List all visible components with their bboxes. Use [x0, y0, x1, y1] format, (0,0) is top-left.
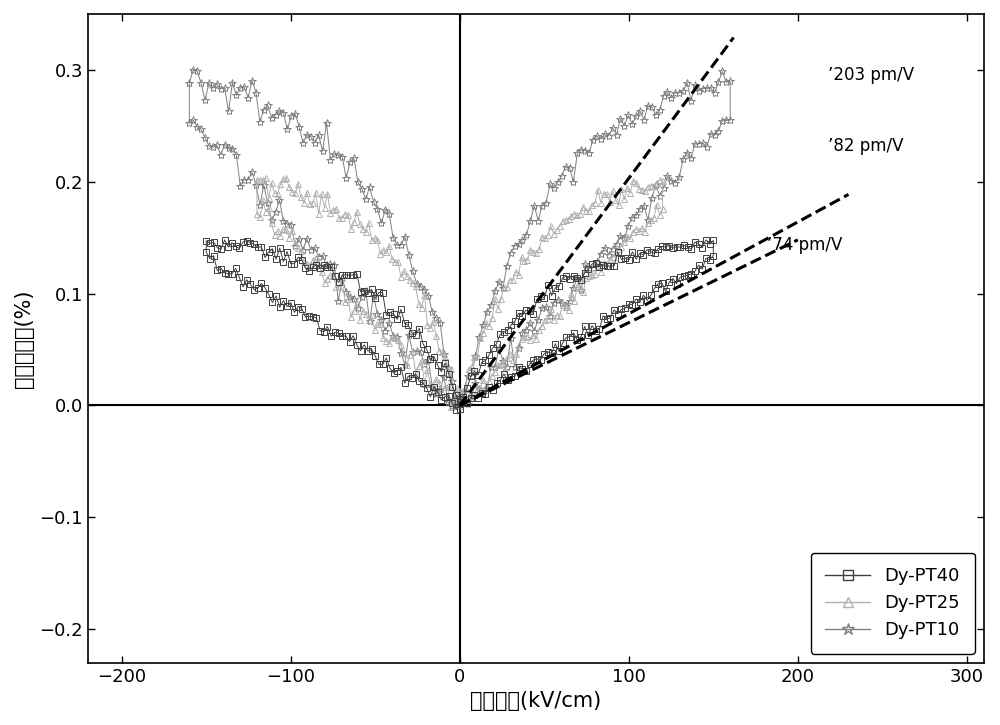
- Dy-PT40: [285, 298, 297, 307]
- Dy-PT40: [612, 248, 624, 257]
- Dy-PT10: [473, 385, 485, 394]
- Line: Dy-PT10: Dy-PT10: [185, 65, 734, 410]
- Dy-PT25: [445, 403, 457, 412]
- Dy-PT40: [333, 278, 345, 287]
- Dy-PT25: [260, 174, 272, 183]
- Dy-PT10: [273, 196, 285, 204]
- Dy-PT40: [380, 311, 392, 320]
- Text: ’74 pm/V: ’74 pm/V: [767, 236, 843, 254]
- Dy-PT40: [468, 391, 480, 399]
- Dy-PT10: [622, 111, 634, 120]
- Dy-PT10: [328, 149, 340, 158]
- Dy-PT10: [446, 402, 458, 410]
- Dy-PT40: [277, 297, 289, 305]
- Dy-PT25: [580, 207, 592, 215]
- Dy-PT25: [468, 380, 480, 389]
- Dy-PT40: [700, 236, 712, 244]
- Line: Dy-PT40: Dy-PT40: [203, 236, 717, 413]
- Dy-PT25: [313, 261, 325, 270]
- Dy-PT40: [450, 405, 462, 414]
- Dy-PT10: [187, 65, 199, 74]
- Dy-PT25: [398, 267, 410, 276]
- Y-axis label: 应变百分比(%): 应变百分比(%): [14, 289, 34, 388]
- Dy-PT25: [454, 397, 466, 405]
- Dy-PT25: [360, 228, 372, 236]
- Dy-PT10: [454, 392, 466, 400]
- X-axis label: 电场强度(kV/cm): 电场强度(kV/cm): [470, 691, 601, 711]
- Text: ’203 pm/V: ’203 pm/V: [828, 67, 914, 84]
- Legend: Dy-PT40, Dy-PT25, Dy-PT10: Dy-PT40, Dy-PT25, Dy-PT10: [811, 552, 975, 654]
- Dy-PT10: [454, 387, 466, 396]
- Line: Dy-PT25: Dy-PT25: [253, 175, 666, 411]
- Dy-PT10: [266, 216, 278, 225]
- Dy-PT40: [454, 395, 466, 404]
- Dy-PT40: [454, 398, 466, 407]
- Text: ’82 pm/V: ’82 pm/V: [828, 137, 904, 155]
- Dy-PT10: [379, 205, 391, 214]
- Dy-PT25: [319, 279, 331, 288]
- Dy-PT25: [454, 402, 466, 410]
